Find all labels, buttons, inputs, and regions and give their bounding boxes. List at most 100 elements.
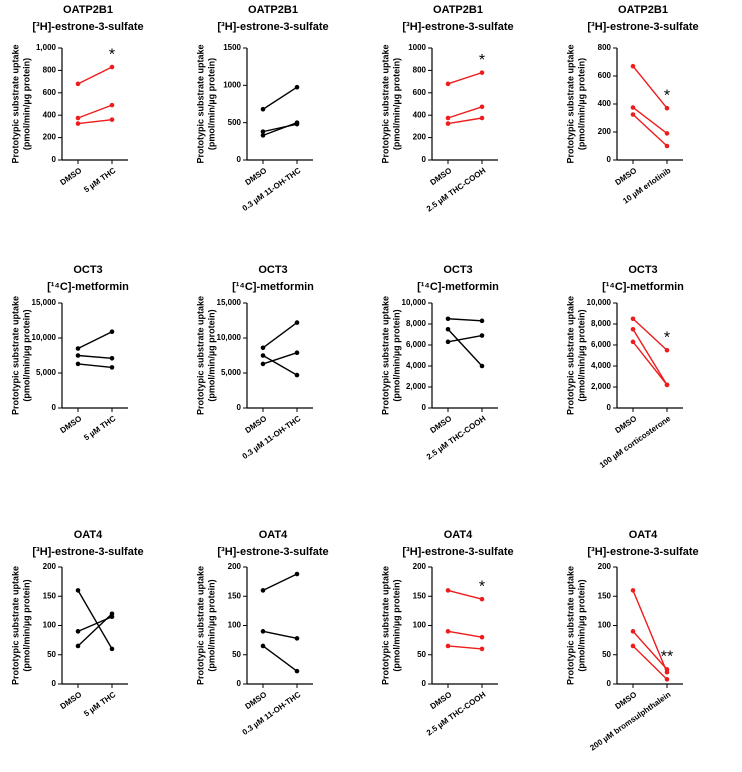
point: [75, 115, 81, 121]
y-tick-label: 1500: [223, 43, 241, 52]
y-tick-label: 0: [422, 679, 427, 688]
point: [664, 382, 670, 388]
point: [109, 356, 115, 361]
y-tick-label: 0: [237, 155, 242, 164]
series-line: [632, 590, 668, 673]
series-line: [447, 645, 483, 650]
x-tick-label: 5 µM THC: [82, 414, 117, 442]
series-line: [77, 118, 113, 125]
x-tick-label: 2.5 µM THC-COOH: [425, 414, 488, 462]
panel-title: OATP2B1: [433, 4, 483, 16]
x-tick-label: DMSO: [614, 166, 639, 187]
point: [445, 588, 451, 593]
x-tick-label: 5 µM THC: [82, 690, 117, 718]
point: [630, 63, 636, 69]
panel-title: [¹⁴C]-metformin: [417, 281, 499, 293]
series-line: [632, 65, 668, 109]
y-tick-label: 800: [413, 66, 427, 75]
point: [75, 588, 81, 593]
y-tick-label: 15,000: [32, 298, 57, 307]
point: [664, 143, 670, 149]
series-line: [447, 71, 483, 85]
y-tick-label: 0: [237, 403, 242, 412]
panel-title: OAT4: [444, 529, 473, 541]
y-tick-label: 200: [413, 562, 427, 571]
panel-title: OCT3: [73, 264, 102, 276]
panel-title: [¹⁴C]-metformin: [47, 281, 129, 293]
point: [109, 365, 115, 370]
point: [294, 84, 300, 90]
y-tick-label: 500: [228, 118, 242, 127]
point: [479, 363, 485, 369]
point: [294, 350, 300, 356]
series-line: [632, 113, 668, 147]
y-tick-label: 0: [422, 403, 427, 412]
y-tick-label: 100: [43, 621, 57, 630]
series-line: [632, 645, 668, 680]
point: [479, 596, 485, 602]
panel-title: [¹⁴C]-metformin: [232, 281, 314, 293]
y-tick-label: 8,000: [406, 319, 427, 328]
series-line: [262, 354, 298, 376]
point: [479, 70, 485, 75]
y-tick-label: 8,000: [591, 319, 612, 328]
series-line: [77, 104, 113, 119]
y-axis-label: Prototypic substrate uptake: [10, 44, 20, 163]
panel-title: [³H]-estrone-3-sulfate: [32, 546, 143, 558]
point: [630, 326, 636, 332]
series-line: [262, 630, 298, 640]
point: [260, 345, 266, 351]
panel-title: OAT4: [629, 529, 658, 541]
y-tick-label: 0: [607, 403, 612, 412]
y-axis-label: (pmol/min/µg protein): [576, 58, 586, 150]
panel-title: OCT3: [628, 264, 657, 276]
y-tick-label: 200: [413, 133, 427, 142]
panel-title: [³H]-estrone-3-sulfate: [402, 21, 513, 33]
y-tick-label: 150: [228, 591, 242, 600]
point: [109, 102, 115, 108]
y-axis-label: Prototypic substrate uptake: [10, 566, 20, 685]
y-tick-label: 4,000: [406, 361, 427, 370]
x-tick-label: 2.5 µM THC-COOH: [425, 166, 488, 214]
x-tick-label: DMSO: [244, 166, 269, 187]
y-tick-label: 0: [52, 679, 57, 688]
y-axis-label: Prototypic substrate uptake: [10, 296, 20, 415]
x-tick-label: DMSO: [429, 690, 454, 711]
y-tick-label: 50: [602, 650, 611, 659]
y-axis-label: (pmol/min/µg protein): [21, 309, 31, 401]
y-tick-label: 10,000: [32, 333, 57, 342]
series-line: [262, 122, 298, 137]
series-line: [77, 354, 113, 359]
series-line: [262, 86, 298, 110]
y-tick-label: 600: [413, 88, 427, 97]
panel-title: [³H]-estrone-3-sulfate: [402, 546, 513, 558]
point: [294, 320, 300, 325]
y-tick-label: 1000: [408, 43, 426, 52]
panel-title: OATP2B1: [618, 4, 668, 16]
point: [109, 64, 115, 70]
x-tick-label: 2.5 µM THC-COOH: [425, 690, 488, 738]
point: [260, 643, 266, 649]
point: [445, 316, 451, 322]
point: [664, 105, 670, 111]
point: [664, 131, 670, 136]
y-tick-label: 50: [417, 650, 426, 659]
x-tick-label: 0.3 µM 11-OH-THC: [241, 690, 303, 737]
y-tick-label: 150: [413, 591, 427, 600]
point: [664, 667, 670, 672]
panel-title: OATP2B1: [63, 4, 113, 16]
point: [109, 329, 115, 335]
significance: *: [479, 52, 485, 69]
point: [109, 117, 115, 122]
y-tick-label: 0: [422, 155, 427, 164]
point: [294, 372, 300, 378]
y-axis-label: (pmol/min/µg protein): [21, 579, 31, 671]
y-tick-label: 400: [598, 99, 612, 108]
panel-title: [¹⁴C]-metformin: [602, 281, 684, 293]
point: [294, 636, 300, 641]
panel-title: [³H]-estrone-3-sulfate: [32, 21, 143, 33]
panel-title: OCT3: [258, 264, 287, 276]
point: [445, 115, 451, 121]
point: [260, 588, 266, 593]
